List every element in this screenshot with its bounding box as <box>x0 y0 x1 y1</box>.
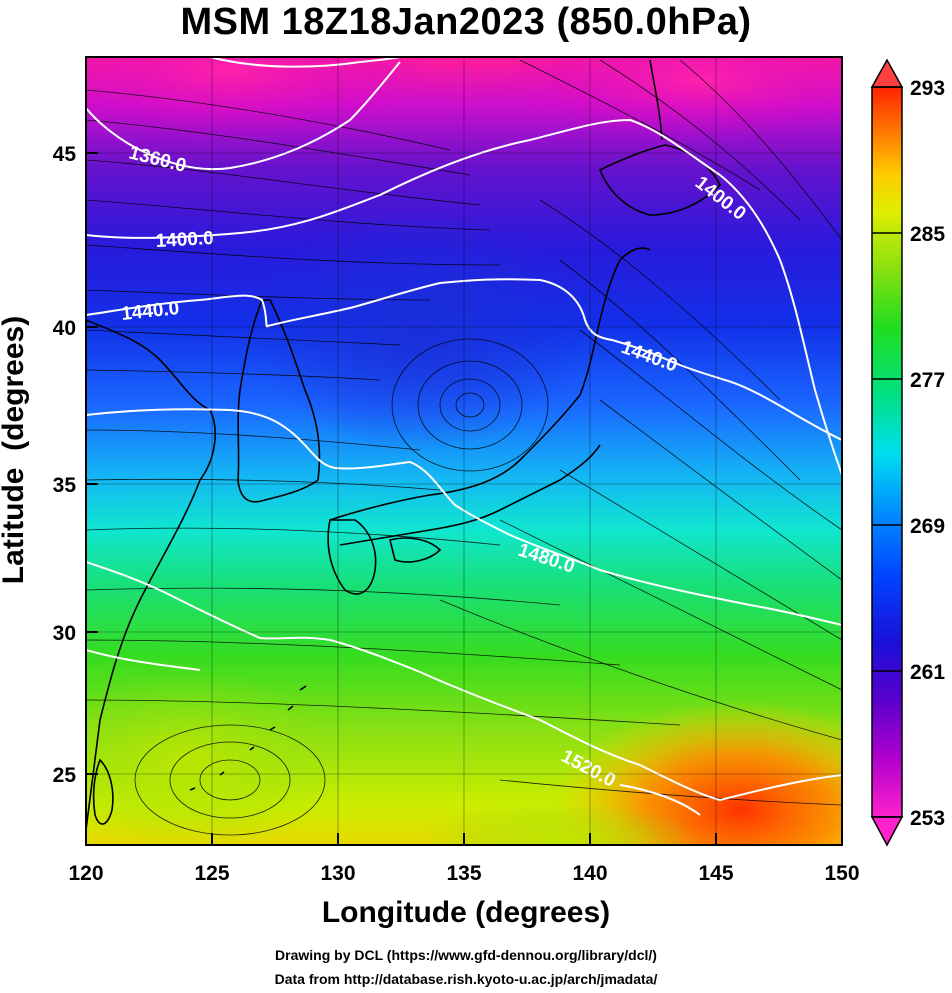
y-tick-label: 40 <box>53 317 76 340</box>
colorbar-label: 285 <box>910 223 945 246</box>
coastlines <box>86 59 721 831</box>
y-tick-labels: 25 30 35 40 45 <box>53 143 77 787</box>
wind-streamlines <box>86 59 842 836</box>
colorbar-max-arrow <box>870 58 904 88</box>
x-tick-label: 145 <box>698 862 733 885</box>
colorbar-label: 253 <box>910 807 945 830</box>
credit-drawing: Drawing by DCL (https://www.gfd-dennou.o… <box>275 947 657 963</box>
chart-title: MSM 18Z18Jan2023 (850.0hPa) <box>180 1 752 43</box>
colorbar-label: 293 <box>910 77 945 100</box>
colorbar-min-arrow <box>870 816 904 847</box>
colorbar: 293 285 277 269 261 253 <box>870 58 945 847</box>
x-tick-label: 150 <box>824 862 859 885</box>
colorbar-label: 261 <box>910 661 945 684</box>
x-axis-label: Longitude (degrees) <box>321 896 611 929</box>
credit-data: Data from http://database.rish.kyoto-u.a… <box>274 971 658 987</box>
y-axis-label: Latitude (degrees) <box>0 315 30 585</box>
axis-ticks <box>85 152 843 845</box>
x-tick-label: 120 <box>68 862 103 885</box>
y-tick-label: 25 <box>53 764 77 787</box>
colorbar-label: 269 <box>910 515 945 538</box>
contour-label: 1400.0 <box>155 228 214 252</box>
colorbar-label: 277 <box>910 369 945 392</box>
x-tick-labels: 120 125 130 135 140 145 150 <box>68 862 859 885</box>
height-contours <box>86 57 842 816</box>
x-tick-label: 140 <box>572 862 607 885</box>
x-tick-label: 135 <box>446 862 481 885</box>
x-tick-label: 130 <box>320 862 355 885</box>
y-tick-label: 35 <box>53 474 77 497</box>
x-tick-label: 125 <box>194 862 229 885</box>
y-tick-label: 30 <box>53 622 76 645</box>
y-tick-label: 45 <box>53 143 77 166</box>
grid-lines <box>86 57 842 845</box>
